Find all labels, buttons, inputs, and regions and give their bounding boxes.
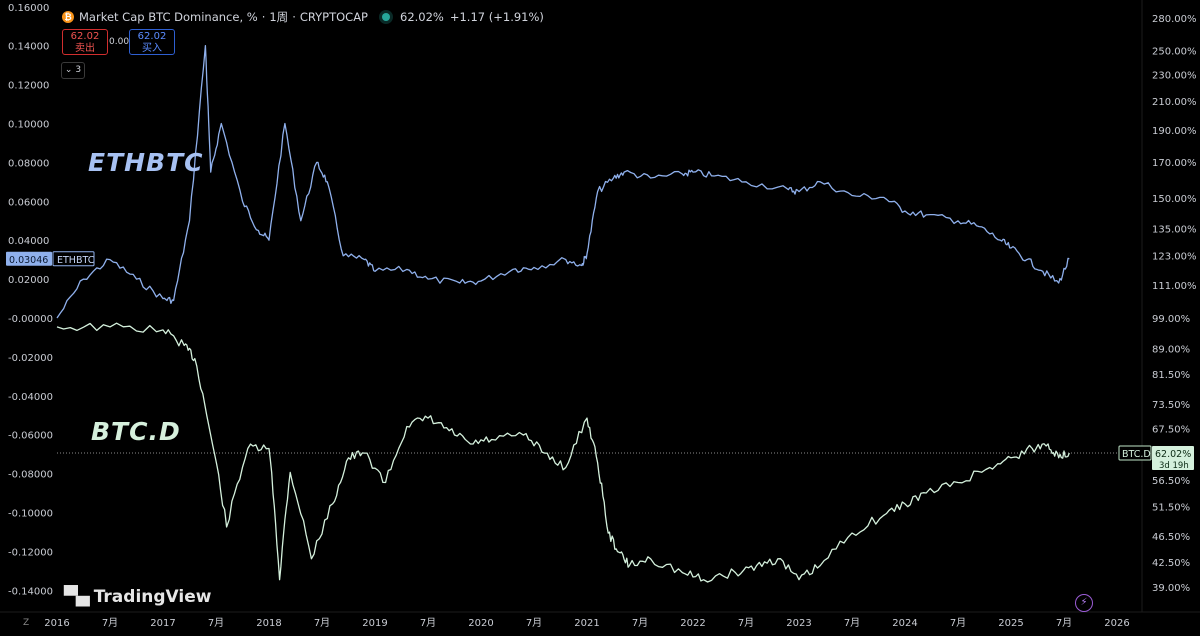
right-axis-tick-label: 89.00%	[1152, 345, 1190, 356]
time-axis-tick-label: 7月	[844, 617, 860, 629]
header-separator: ·	[261, 10, 266, 24]
ethbtc-name-box	[52, 251, 95, 267]
tradingview-logo[interactable]: ▀▄ TradingView	[64, 586, 211, 607]
btcd-name-box	[1118, 445, 1152, 461]
left-axis-tick-label: -0.12000	[8, 547, 53, 558]
left-axis-tick-label: -0.00000	[8, 314, 53, 325]
right-axis-tick-label: 42.50%	[1152, 558, 1190, 569]
header-separator-2: ·	[292, 10, 296, 24]
right-axis-tick-label: 81.50%	[1152, 370, 1190, 381]
right-axis-tick-label: 56.50%	[1152, 476, 1190, 487]
time-axis-tick-label: 7月	[738, 617, 754, 629]
left-axis-tick-label: 0.16000	[8, 3, 49, 14]
indicator-count: 3	[75, 65, 82, 75]
tradingview-mark-icon: ▀▄	[64, 586, 90, 607]
right-axis-tick-label: 67.50%	[1152, 425, 1190, 436]
tradingview-wordmark: TradingView	[93, 586, 212, 607]
right-axis-tick-label: 170.00%	[1152, 158, 1197, 169]
time-axis-tick-label: 2018	[256, 618, 281, 629]
bitcoin-icon: ₿	[62, 11, 74, 23]
right-axis-tick-label: 230.00%	[1152, 71, 1197, 82]
time-axis-tick-label: 2026	[1104, 618, 1129, 629]
left-axis-tick-label: 0.14000	[8, 42, 49, 53]
btcd-countdown: 3d 19h	[1159, 461, 1189, 471]
left-axis-tick-label: 0.12000	[8, 81, 49, 92]
exchange-label: CRYPTOCAP	[299, 10, 368, 24]
ethbtc-last-value: 0.03046	[9, 255, 48, 266]
time-axis-tick-label: 7月	[632, 617, 648, 629]
left-axis-tick-label: 0.10000	[8, 120, 49, 131]
sell-price: 62.02	[70, 31, 100, 42]
time-axis-tick-label: 2017	[150, 618, 175, 629]
chevron-down-icon: ⌄	[64, 65, 73, 75]
left-axis-tick-label: -0.14000	[8, 586, 53, 597]
right-axis-tick-label: 135.00%	[1152, 224, 1197, 235]
btcd-last-value: 62.02%	[1155, 449, 1191, 460]
btcd-series-line	[56, 322, 1070, 583]
time-axis-tick-label: 7月	[420, 617, 436, 629]
chart-header: ₿ Market Cap BTC Dominance, % · 1周 · CRY…	[62, 9, 544, 25]
time-axis-tick-label: 7月	[950, 617, 966, 629]
time-axis-tick-label: 7月	[102, 617, 118, 629]
left-axis-tick-label: -0.06000	[8, 431, 53, 442]
buy-button[interactable]: 62.02 买入	[129, 29, 175, 55]
right-axis-tick-label: 46.50%	[1152, 532, 1190, 543]
left-axis-tick-label: -0.10000	[8, 509, 53, 520]
right-axis-tick-label: 210.00%	[1152, 97, 1197, 108]
market-open-icon	[382, 13, 390, 21]
spread-value: 0.00	[109, 37, 130, 47]
sell-label: 卖出	[75, 43, 95, 54]
time-axis-tick-label: 2020	[468, 618, 493, 629]
time-axis-tick-label: 2025	[998, 618, 1023, 629]
time-axis-tick-label: 2024	[892, 618, 917, 629]
btcd-annotation: BTC.D	[91, 417, 181, 446]
time-axis-tick-label: 7月	[314, 617, 330, 629]
left-axis-tick-label: 0.08000	[8, 158, 49, 169]
ethbtc-series-line	[56, 45, 1070, 319]
sell-button[interactable]: 62.02 卖出	[62, 29, 108, 55]
right-axis-tick-label: 150.00%	[1152, 194, 1197, 205]
time-axis-tick-label: 2022	[680, 618, 705, 629]
right-axis-tick-label: 111.00%	[1152, 281, 1197, 292]
left-axis-tick-label: 0.02000	[8, 275, 49, 286]
buy-price: 62.02	[137, 31, 167, 42]
left-axis-tick-label: 0.06000	[8, 197, 49, 208]
change-value: +1.17 (+1.91%)	[449, 10, 544, 24]
time-axis-tick-label: 7月	[208, 617, 224, 629]
time-axis-tick-label: 7月	[1056, 617, 1072, 629]
lightning-icon[interactable]: ⚡	[1075, 594, 1093, 612]
timezone-button[interactable]: Z	[23, 618, 30, 628]
ethbtc-last-value-box	[6, 251, 52, 266]
time-axis-tick-label: 2021	[574, 618, 599, 629]
time-axis-tick-label: 2023	[786, 618, 811, 629]
left-axis-tick-label: 0.04000	[8, 236, 49, 247]
right-axis-tick-label: 190.00%	[1152, 126, 1197, 137]
right-axis-tick-label: 280.00%	[1152, 14, 1197, 25]
buy-label: 买入	[142, 43, 162, 54]
indicators-toggle[interactable]: ⌄ 3	[61, 62, 85, 79]
btcd-name-tag: BTC.D	[1122, 449, 1151, 460]
left-axis-tick-label: -0.08000	[8, 470, 53, 481]
ethbtc-annotation: ETHBTC	[88, 148, 204, 177]
last-value: 62.02%	[400, 10, 444, 24]
right-axis-tick-label: 39.00%	[1152, 583, 1190, 594]
time-axis-tick-label: 7月	[526, 617, 542, 629]
time-axis-tick-label: 2019	[362, 618, 387, 629]
btcd-last-value-box	[1152, 446, 1194, 471]
left-axis-tick-label: -0.02000	[8, 353, 53, 364]
right-axis-tick-label: 99.00%	[1152, 314, 1190, 325]
interval-label[interactable]: 1周	[269, 10, 289, 24]
right-axis-tick-label: 250.00%	[1152, 47, 1197, 58]
right-axis-tick-label: 51.50%	[1152, 503, 1190, 514]
time-axis-tick-label: 2016	[44, 618, 69, 629]
symbol-title[interactable]: Market Cap BTC Dominance, %	[79, 10, 258, 24]
ethbtc-name-tag: ETHBTC	[57, 255, 95, 266]
left-axis-tick-label: -0.04000	[8, 392, 53, 403]
right-axis-tick-label: 73.50%	[1152, 400, 1190, 411]
right-axis-tick-label: 123.00%	[1152, 251, 1197, 262]
